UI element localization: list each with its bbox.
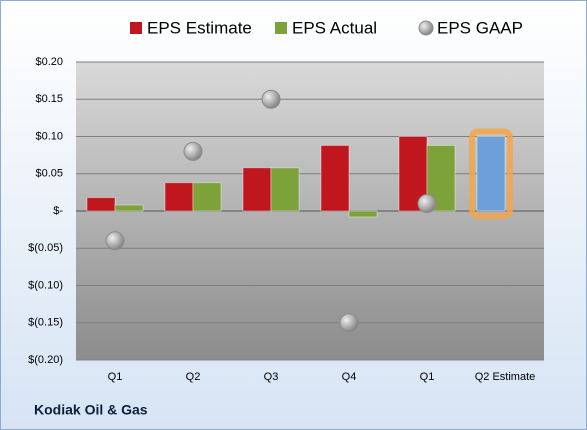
legend-marker [418, 20, 434, 36]
y-tick-label: $(0.05) [28, 242, 63, 254]
y-tick-label: $0.05 [35, 168, 63, 180]
bar [270, 167, 300, 212]
bar [476, 136, 506, 212]
highlight-glow [469, 128, 513, 219]
y-tick-label: $(0.15) [28, 317, 63, 329]
x-tick-label: Q2 Estimate [475, 371, 536, 383]
x-tick-label: Q1 [108, 371, 123, 383]
gaap-point [183, 141, 203, 161]
x-tick-label: Q3 [264, 371, 279, 383]
gaap-point [417, 194, 437, 214]
legend-marker [275, 22, 287, 34]
y-tick-label: $(0.10) [28, 279, 63, 291]
bar [242, 167, 272, 212]
bar [192, 182, 222, 212]
gaap-point [105, 231, 125, 251]
gaap-point [339, 313, 359, 333]
legend-label: EPS Estimate [147, 18, 252, 37]
bar [86, 197, 116, 212]
legend-marker [130, 22, 142, 34]
y-tick-label: $0.15 [35, 93, 63, 105]
bar [348, 210, 378, 218]
bar [320, 144, 350, 212]
y-tick-label: $0.10 [35, 130, 63, 142]
gaap-point [261, 89, 281, 109]
bar [164, 182, 194, 212]
legend-label: EPS GAAP [437, 18, 523, 37]
x-tick-label: Q4 [342, 371, 357, 383]
y-tick-label: $- [53, 205, 63, 217]
x-tick-label: Q2 [186, 371, 201, 383]
y-tick-label: $0.20 [35, 56, 63, 68]
chart-title: Kodiak Oil & Gas [34, 402, 148, 418]
bar [114, 204, 144, 212]
y-tick-label: $(0.20) [28, 354, 63, 366]
x-tick-label: Q1 [420, 371, 435, 383]
legend-label: EPS Actual [292, 18, 377, 37]
